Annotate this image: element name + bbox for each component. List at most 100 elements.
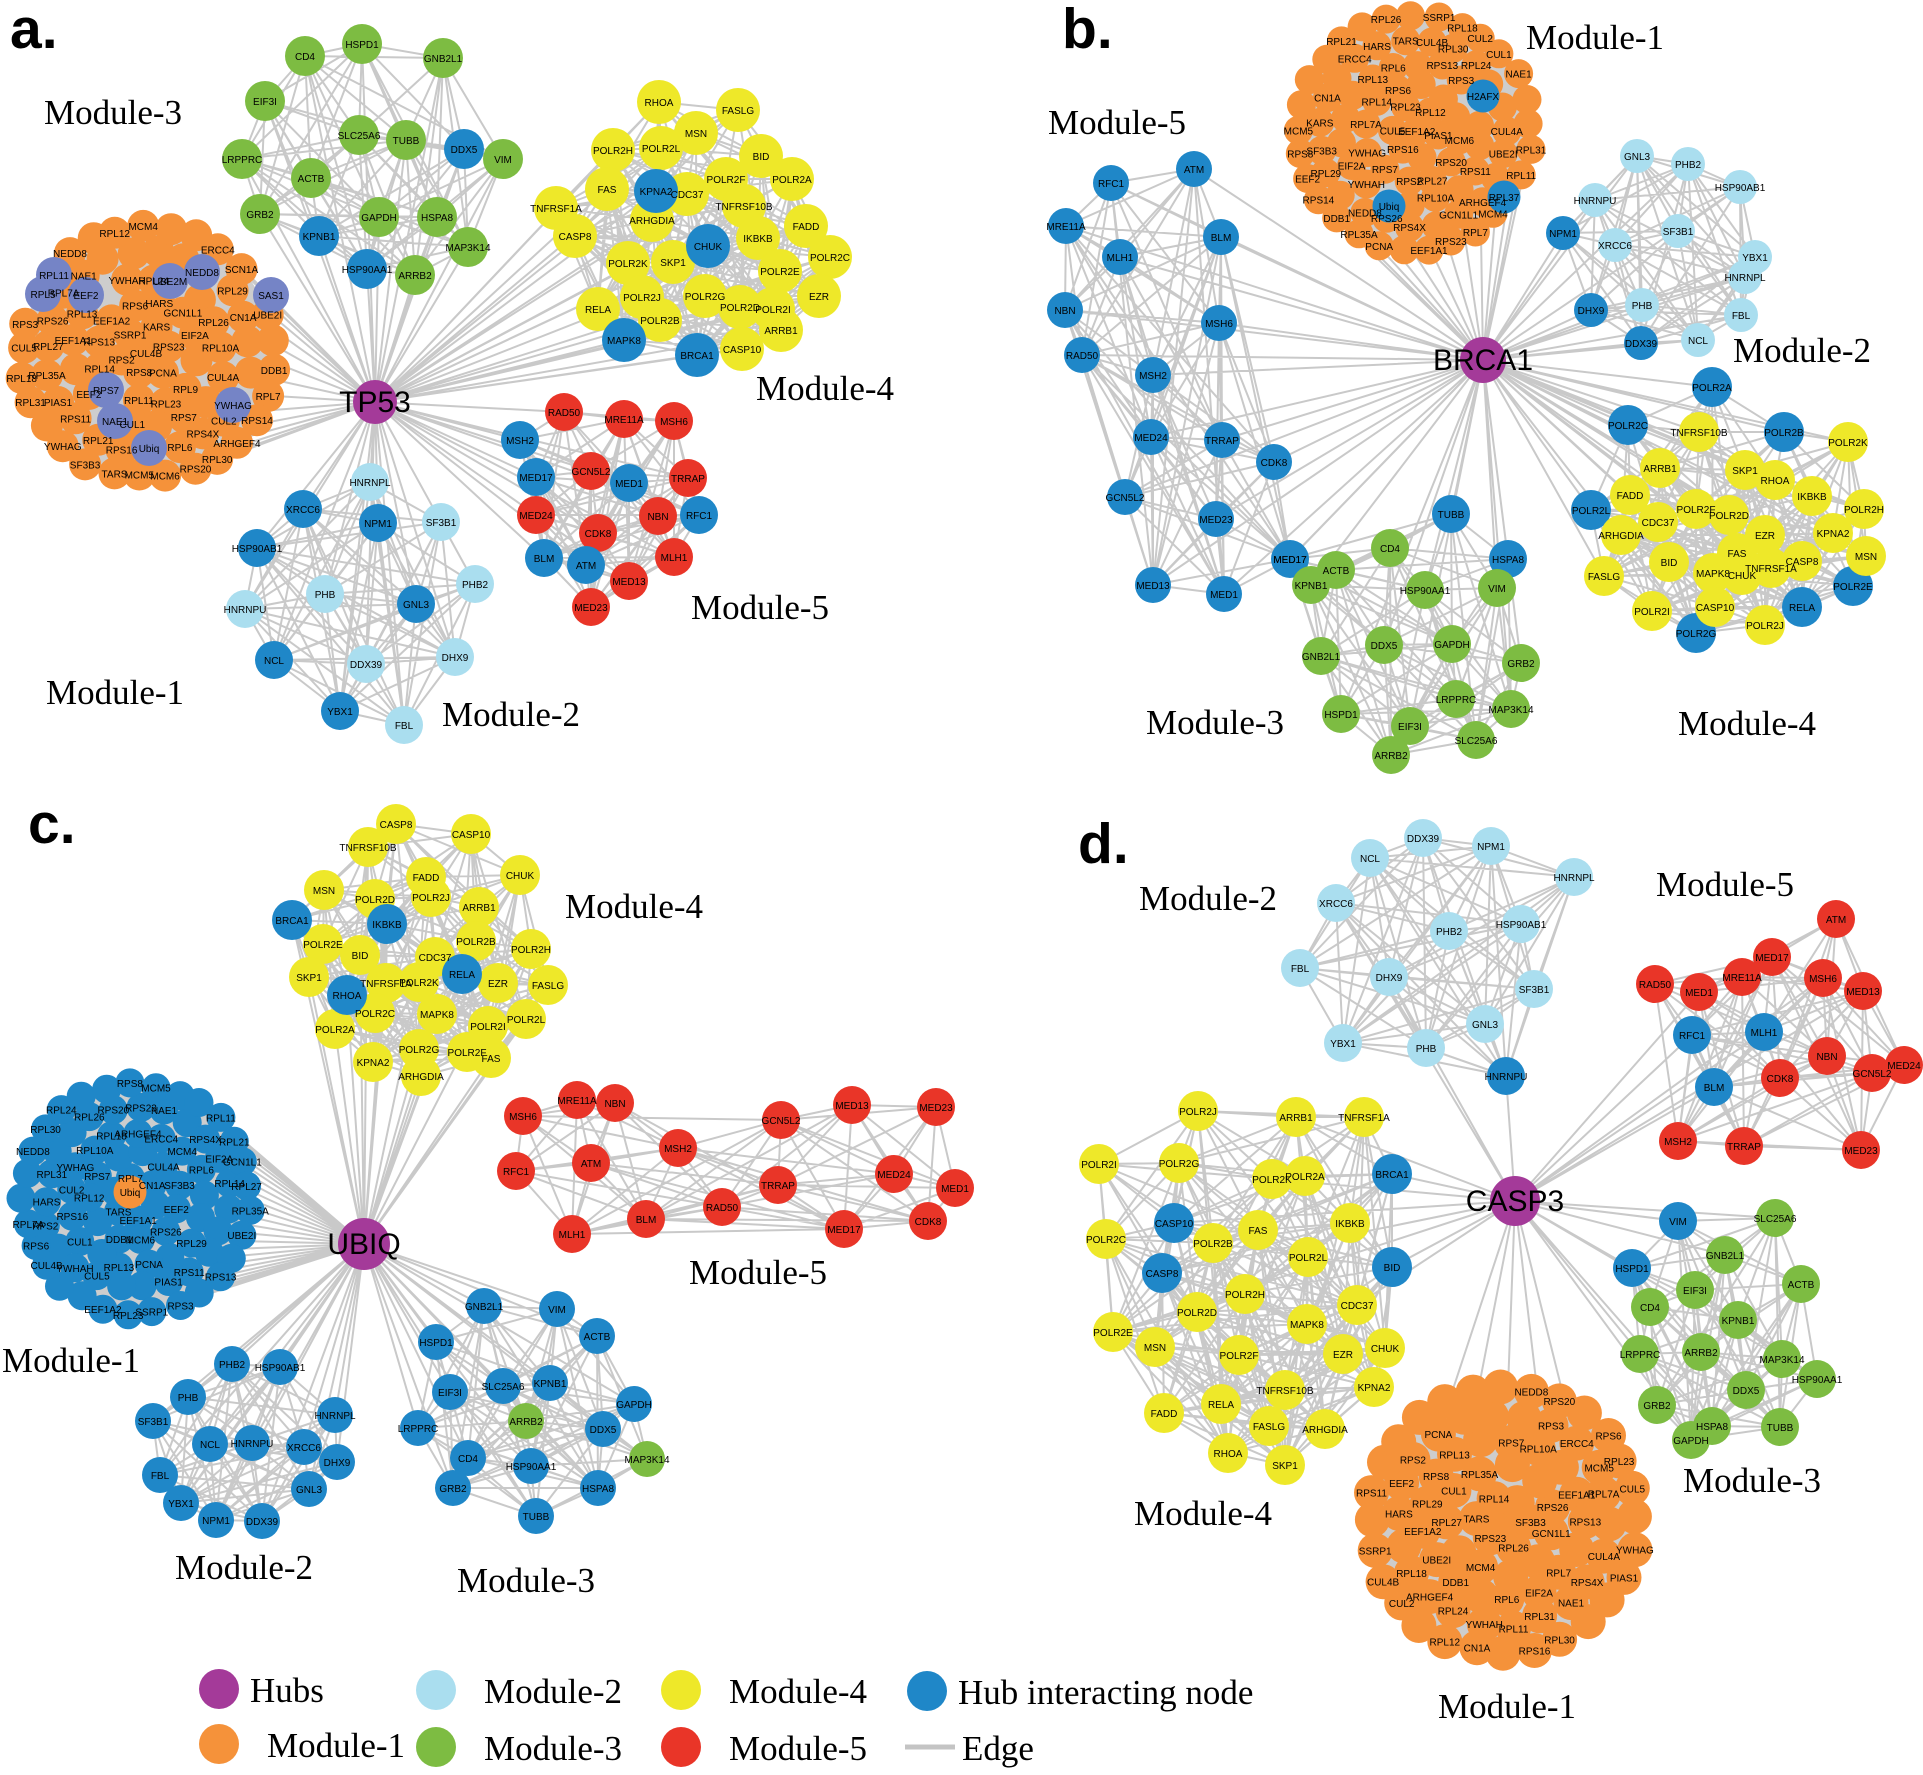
svg-text:RPL7A: RPL7A: [48, 289, 80, 300]
svg-text:GCN1L1: GCN1L1: [163, 309, 202, 320]
svg-text:FADD: FADD: [793, 222, 820, 233]
svg-text:CUL5: CUL5: [11, 344, 37, 355]
svg-text:Module-1: Module-1: [1438, 1687, 1576, 1726]
svg-text:RPL24: RPL24: [1461, 61, 1492, 72]
svg-text:MRE11A: MRE11A: [1046, 222, 1086, 233]
svg-text:BRCA1: BRCA1: [680, 351, 714, 362]
svg-text:MAPK8: MAPK8: [607, 336, 641, 347]
svg-text:MSH6: MSH6: [660, 417, 688, 428]
svg-text:UBE2I: UBE2I: [1422, 1556, 1451, 1567]
svg-text:RPS6: RPS6: [122, 302, 149, 313]
svg-text:EIF3I: EIF3I: [253, 97, 277, 108]
svg-text:FASLG: FASLG: [1253, 1422, 1285, 1433]
svg-text:TNFRSF10B: TNFRSF10B: [339, 843, 397, 854]
svg-text:Hubs: Hubs: [250, 1671, 324, 1710]
svg-text:HNRNPL: HNRNPL: [1724, 273, 1766, 284]
svg-text:HNRNPU: HNRNPU: [231, 1439, 274, 1450]
svg-text:RPL31: RPL31: [1516, 145, 1547, 156]
svg-text:RPS3: RPS3: [12, 320, 39, 331]
svg-text:RPL35A: RPL35A: [28, 371, 66, 382]
svg-text:ARRB2: ARRB2: [398, 271, 432, 282]
svg-text:NEDD8: NEDD8: [16, 1147, 50, 1158]
svg-text:RPS4X: RPS4X: [189, 1135, 222, 1146]
svg-text:PHB2: PHB2: [1675, 160, 1702, 171]
svg-text:BID: BID: [1661, 558, 1678, 569]
svg-text:TUBB: TUBB: [393, 136, 420, 147]
svg-text:LRPPRC: LRPPRC: [1436, 695, 1477, 706]
svg-text:RPL12: RPL12: [1430, 1638, 1461, 1649]
svg-text:RPL29: RPL29: [1311, 169, 1342, 180]
svg-text:Module-4: Module-4: [729, 1672, 867, 1711]
svg-text:POLR2C: POLR2C: [1608, 421, 1648, 432]
svg-text:RPL18: RPL18: [6, 374, 37, 385]
svg-text:YWHAG: YWHAG: [57, 1163, 95, 1174]
svg-text:POLR2K: POLR2K: [399, 978, 439, 989]
svg-text:RPS4X: RPS4X: [1393, 223, 1426, 234]
svg-text:NEDD8: NEDD8: [1348, 209, 1382, 220]
svg-text:HARS: HARS: [1363, 42, 1391, 53]
svg-text:RPL18: RPL18: [96, 1132, 127, 1143]
svg-text:SF3B3: SF3B3: [1515, 1518, 1546, 1529]
svg-text:RPL7: RPL7: [118, 1174, 143, 1185]
svg-text:Module-2: Module-2: [1139, 879, 1277, 918]
svg-text:RPS26: RPS26: [37, 316, 69, 327]
svg-text:RPL12: RPL12: [99, 229, 130, 240]
svg-text:DDX39: DDX39: [1625, 339, 1658, 350]
svg-text:POLR2I: POLR2I: [470, 1022, 506, 1033]
svg-text:BRCA1: BRCA1: [1375, 1170, 1409, 1181]
svg-text:CASP3: CASP3: [1466, 1185, 1564, 1218]
svg-text:HARS: HARS: [1385, 1509, 1413, 1520]
svg-text:RPL24: RPL24: [46, 1106, 77, 1117]
svg-text:RPL11: RPL11: [1506, 171, 1536, 182]
svg-text:RPL6: RPL6: [1494, 1595, 1519, 1606]
svg-text:HSP90AB1: HSP90AB1: [1496, 920, 1547, 931]
svg-text:PIAS1: PIAS1: [1424, 131, 1453, 142]
svg-text:NPM1: NPM1: [1477, 842, 1505, 853]
svg-text:SKP1: SKP1: [296, 973, 322, 984]
svg-text:MCM5: MCM5: [1284, 126, 1314, 137]
svg-text:MCM6: MCM6: [150, 472, 180, 483]
svg-text:Module-3: Module-3: [484, 1729, 622, 1768]
svg-text:SSRP1: SSRP1: [135, 1308, 168, 1319]
svg-text:RPS4X: RPS4X: [1571, 1578, 1604, 1589]
svg-text:POLR2J: POLR2J: [1746, 621, 1784, 632]
svg-text:FASLG: FASLG: [722, 106, 754, 117]
svg-text:ARHGEF4: ARHGEF4: [1406, 1593, 1454, 1604]
svg-text:d.: d.: [1078, 812, 1129, 876]
svg-text:POLR2I: POLR2I: [1081, 1160, 1117, 1171]
svg-text:TRRAP: TRRAP: [761, 1181, 795, 1192]
svg-text:MED24: MED24: [877, 1170, 911, 1181]
svg-text:EEF1A2: EEF1A2: [1398, 127, 1436, 138]
svg-text:MRE11A: MRE11A: [604, 415, 644, 426]
svg-text:POLR2J: POLR2J: [1179, 1107, 1217, 1118]
svg-text:EEF2: EEF2: [164, 1205, 189, 1216]
svg-text:BLM: BLM: [1704, 1083, 1725, 1094]
svg-text:DHX9: DHX9: [324, 1458, 351, 1469]
svg-text:EEF2: EEF2: [1389, 1479, 1414, 1490]
svg-text:RHOA: RHOA: [645, 98, 674, 109]
svg-text:TARS: TARS: [1393, 37, 1419, 48]
svg-text:RPL18: RPL18: [1396, 1569, 1427, 1580]
svg-text:NAE1: NAE1: [102, 417, 129, 428]
svg-text:RPL23: RPL23: [113, 1311, 144, 1322]
svg-text:MLH1: MLH1: [1751, 1028, 1778, 1039]
svg-text:FAS: FAS: [1728, 549, 1747, 560]
svg-text:Module-5: Module-5: [691, 588, 829, 627]
svg-text:POLR2L: POLR2L: [1572, 506, 1611, 517]
svg-text:EIF2A: EIF2A: [205, 1154, 233, 1165]
svg-text:NCL: NCL: [1360, 854, 1380, 865]
svg-text:MLH1: MLH1: [1107, 253, 1134, 264]
svg-text:CUL4A: CUL4A: [1588, 1552, 1621, 1563]
svg-text:BID: BID: [753, 152, 770, 163]
svg-text:XRCC6: XRCC6: [1319, 899, 1353, 910]
svg-text:RPS16: RPS16: [106, 446, 138, 457]
svg-text:HSP90AA1: HSP90AA1: [1792, 1375, 1843, 1386]
svg-text:HSP90AB1: HSP90AB1: [232, 544, 283, 555]
svg-text:YBX1: YBX1: [168, 1499, 194, 1510]
svg-text:LRPPRC: LRPPRC: [398, 1424, 439, 1435]
svg-text:SLC25A6: SLC25A6: [1754, 1214, 1797, 1225]
svg-text:SF3B3: SF3B3: [164, 1181, 195, 1192]
svg-text:HSPD1: HSPD1: [1615, 1264, 1649, 1275]
svg-text:RPL27: RPL27: [231, 1182, 262, 1193]
svg-text:YWHAH: YWHAH: [1348, 180, 1385, 191]
